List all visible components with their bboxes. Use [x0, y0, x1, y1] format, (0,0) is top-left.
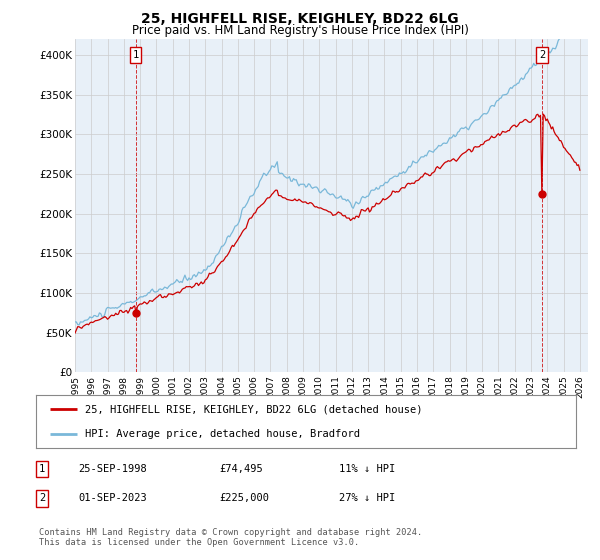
Text: Price paid vs. HM Land Registry's House Price Index (HPI): Price paid vs. HM Land Registry's House … — [131, 24, 469, 37]
Text: HPI: Average price, detached house, Bradford: HPI: Average price, detached house, Brad… — [85, 428, 359, 438]
Text: £74,495: £74,495 — [219, 464, 263, 474]
Text: 25-SEP-1998: 25-SEP-1998 — [78, 464, 147, 474]
Text: 2: 2 — [539, 50, 545, 60]
Text: 1: 1 — [133, 50, 139, 60]
Text: £225,000: £225,000 — [219, 493, 269, 503]
Text: Contains HM Land Registry data © Crown copyright and database right 2024.
This d: Contains HM Land Registry data © Crown c… — [39, 528, 422, 547]
Text: 25, HIGHFELL RISE, KEIGHLEY, BD22 6LG (detached house): 25, HIGHFELL RISE, KEIGHLEY, BD22 6LG (d… — [85, 404, 422, 414]
Text: 01-SEP-2023: 01-SEP-2023 — [78, 493, 147, 503]
Text: 11% ↓ HPI: 11% ↓ HPI — [339, 464, 395, 474]
Text: 1: 1 — [39, 464, 45, 474]
Text: 25, HIGHFELL RISE, KEIGHLEY, BD22 6LG: 25, HIGHFELL RISE, KEIGHLEY, BD22 6LG — [141, 12, 459, 26]
Text: 27% ↓ HPI: 27% ↓ HPI — [339, 493, 395, 503]
Text: 2: 2 — [39, 493, 45, 503]
